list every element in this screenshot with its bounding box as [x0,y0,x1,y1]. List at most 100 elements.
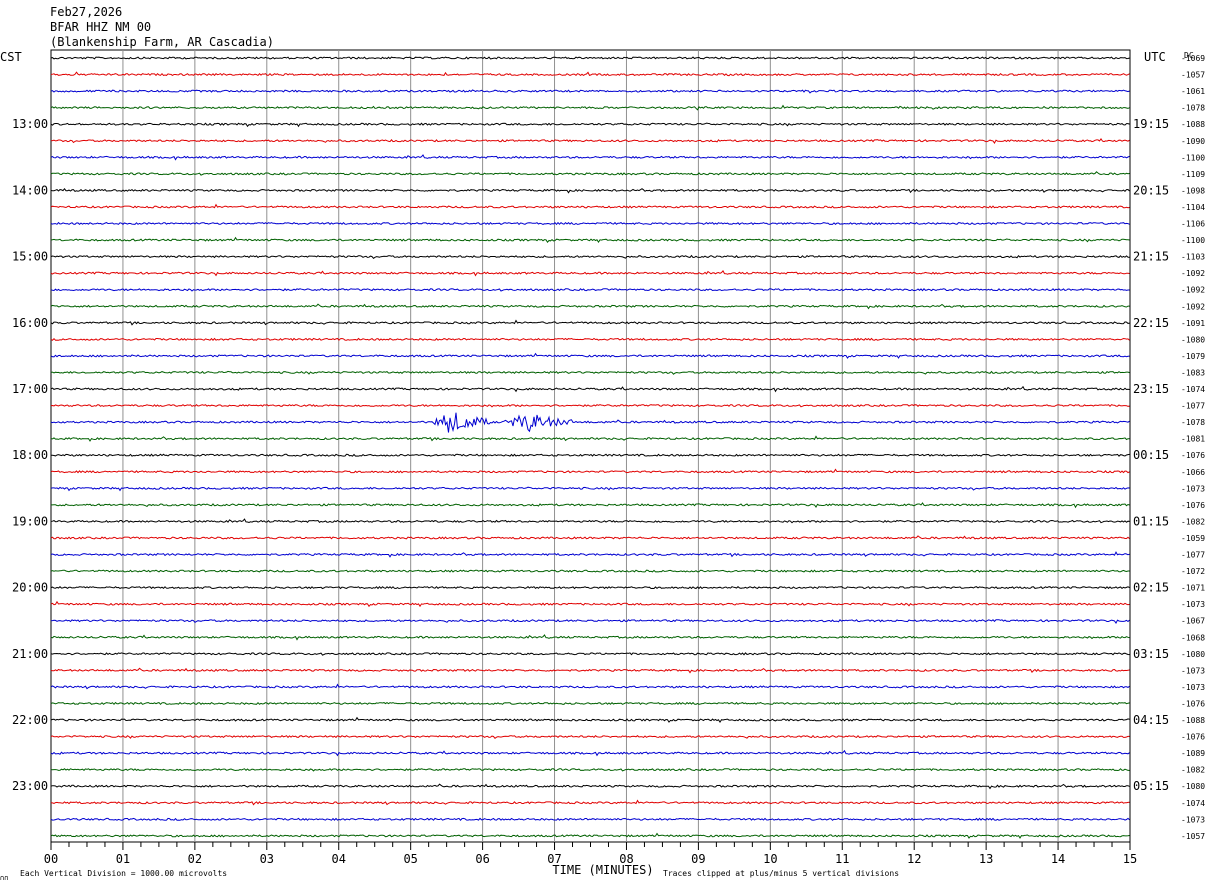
utc-hour-label: 00:15 [1133,448,1169,462]
trace-row [50,585,1130,590]
dc-offset-label: -1073 [1181,484,1205,493]
cst-hour-label: 23:00 [12,779,48,793]
trace-row [50,404,1130,408]
dc-offset-label: -1083 [1181,368,1205,377]
trace-row [50,683,1130,690]
dc-offset-label: -1073 [1181,815,1205,824]
utc-hour-label: 19:15 [1133,117,1169,131]
trace-row [50,236,1130,244]
trace-row [50,203,1130,209]
cst-hour-labels: 13:00 14:00 15:00 16:00 17:00 18:00 19:00 20:00… [12,117,48,793]
dc-offset-label: -1076 [1181,501,1205,510]
trace-row [50,337,1130,341]
x-tick-label: 03 [260,852,274,866]
trace-row [50,412,1130,433]
cst-hour-label: 15:00 [12,250,48,264]
dc-offset-label: -1100 [1181,236,1205,245]
trace-row [50,254,1130,259]
dc-offset-label: -1080 [1181,782,1205,791]
x-tick-label: 00 [44,852,58,866]
trace-row [50,618,1130,624]
utc-hour-label: 20:15 [1133,183,1169,197]
dc-offset-label: -1067 [1181,617,1205,626]
trace-row [50,270,1130,277]
dc-offset-label: -1076 [1181,733,1205,742]
cst-hour-label: 17:00 [12,382,48,396]
cst-hour-label: 13:00 [12,117,48,131]
dc-offset-label: -1077 [1181,402,1205,411]
trace-row [50,303,1130,310]
x-tick-label: 02 [188,852,202,866]
dc-offset-label: -1076 [1181,451,1205,460]
trace-row [50,71,1130,77]
dc-offset-label: -1074 [1181,385,1205,394]
dc-offset-label: -1100 [1181,153,1205,162]
trace-row [50,783,1130,790]
cst-hour-label: 22:00 [12,713,48,727]
dc-offset-label: -1080 [1181,650,1205,659]
dc-offset-label: -1080 [1181,335,1205,344]
trace-row [50,221,1130,226]
trace-row [50,104,1130,111]
dc-offset-label: -1078 [1181,418,1205,427]
utc-hour-label: 22:15 [1133,316,1169,330]
x-tick-label: 01 [116,852,130,866]
dc-offset-label: -1074 [1181,799,1205,808]
dc-offset-label: -1082 [1181,766,1205,775]
utc-hour-labels: 19:15 20:15 21:15 22:15 23:15 00:15 01:15 02:15… [1133,117,1169,793]
trace-row [50,569,1130,573]
chart-date: Feb27,2026 [50,5,122,19]
dc-offset-label: -1077 [1181,551,1205,560]
dc-offset-label: -1071 [1181,584,1205,593]
trace-row [51,502,1130,509]
utc-hour-label: 04:15 [1133,713,1169,727]
dc-offset-labels: -1069 -1057 -1061 -1078 -1088 -1090 -1100 -1109… [1181,54,1205,841]
dc-offset-label: -1066 [1181,468,1205,477]
trace-row [50,171,1130,176]
trace-row [50,352,1130,359]
dc-offset-label: -1088 [1181,716,1205,725]
dc-offset-label: -1078 [1181,104,1205,113]
dc-offset-label: -1081 [1181,435,1205,444]
dc-offset-label: -1092 [1181,269,1205,278]
dc-offset-label: -1104 [1181,203,1205,212]
trace-row [50,551,1130,558]
trace-row [50,716,1130,724]
dc-offset-label: -1090 [1181,137,1205,146]
x-tick-label: 14 [1051,852,1065,866]
trace-row [50,370,1130,375]
cst-hour-label: 18:00 [12,448,48,462]
trace-row [50,138,1130,144]
minute-grid [50,49,1131,843]
left-axis-label: CST [0,50,22,64]
utc-hour-label: 05:15 [1133,779,1169,793]
trace-row [50,435,1130,442]
x-axis-title: TIME (MINUTES) [552,863,653,877]
dc-offset-label: -1073 [1181,666,1205,675]
x-tick-label: 07 [547,852,561,866]
utc-hour-label: 02:15 [1133,581,1169,595]
trace-row [50,468,1130,474]
dc-offset-label: -1082 [1181,517,1205,526]
dc-label: DC [1184,51,1194,60]
utc-hour-label: 03:15 [1133,647,1169,661]
trace-row [50,188,1130,194]
dc-offset-label: -1073 [1181,683,1205,692]
trace-row [50,600,1130,608]
trace-row [50,768,1130,772]
trace-row [50,319,1130,326]
right-axis-label: UTC [1144,50,1166,64]
trace-row [50,89,1130,94]
x-tick-label: 09 [691,852,705,866]
utc-hour-label: 01:15 [1133,514,1169,528]
dc-offset-label: -1068 [1181,633,1205,642]
utc-hour-label: 21:15 [1133,250,1169,264]
trace-row [50,817,1130,821]
station-location: (Blankenship Farm, AR Cascadia) [50,35,274,49]
dc-offset-label: -1072 [1181,567,1205,576]
trace-row [50,56,1130,60]
x-tick-label: 04 [332,852,346,866]
dc-offset-label: -1059 [1181,534,1205,543]
corner-mark: ∩∩ [0,874,8,882]
